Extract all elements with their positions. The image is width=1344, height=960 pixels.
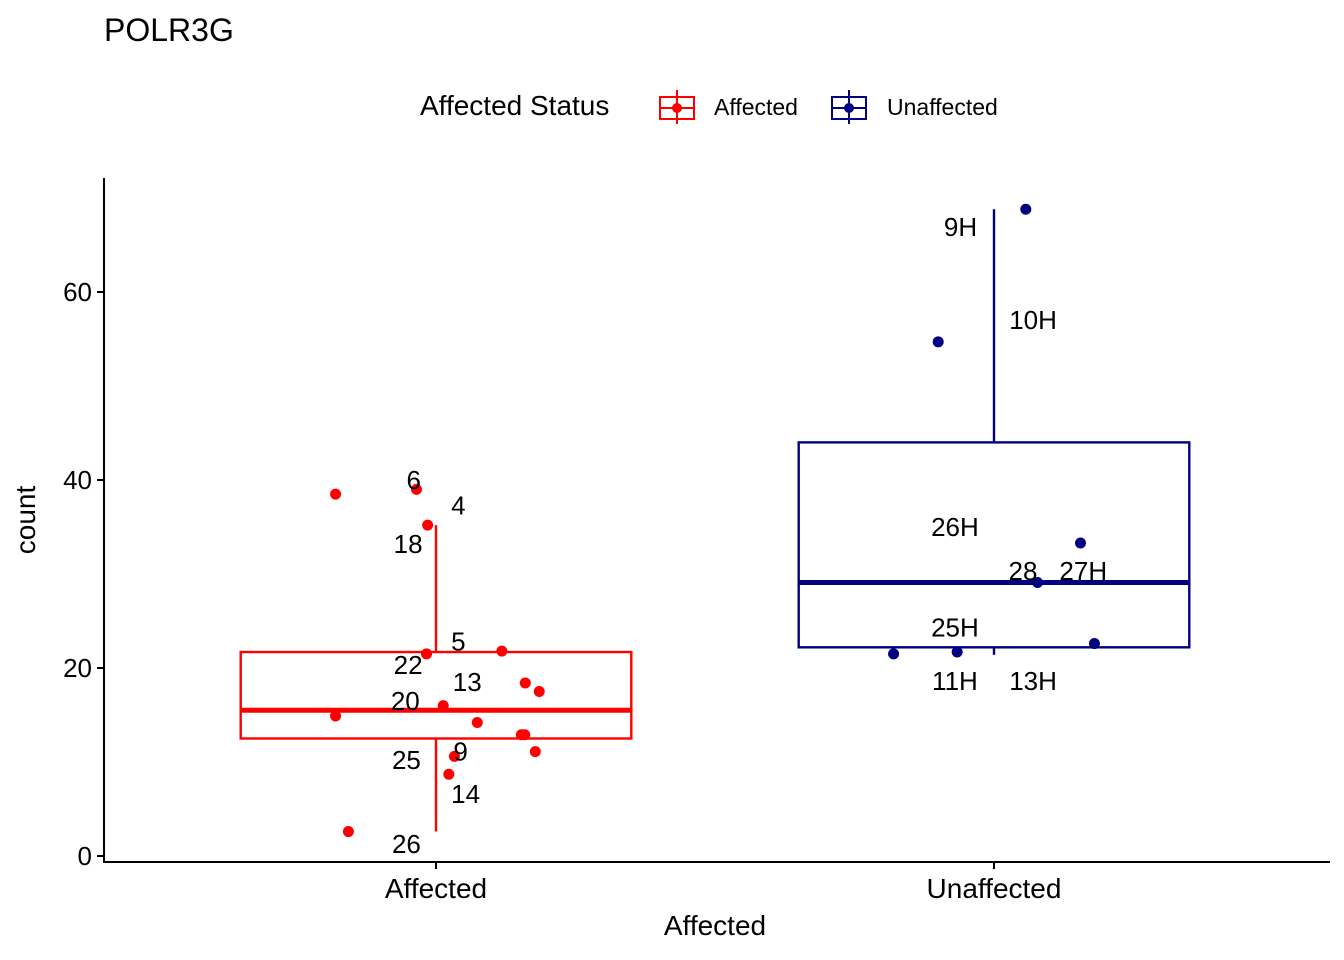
- x-axis-title: Affected: [663, 910, 767, 941]
- legend-key-unaffected: [831, 90, 867, 124]
- y-axis-title: count: [10, 485, 41, 555]
- point-label: 25H: [931, 613, 979, 643]
- point-label: 22: [394, 650, 423, 680]
- data-point: [519, 729, 531, 741]
- point-label: 28: [1009, 556, 1038, 586]
- point-label: 26H: [931, 512, 979, 542]
- data-point: [496, 645, 508, 657]
- point-label: 5: [451, 627, 465, 657]
- data-point: [330, 488, 342, 500]
- point-label: 13: [453, 667, 482, 697]
- y-tick-label: 40: [63, 465, 92, 495]
- data-point: [1088, 638, 1100, 650]
- y-tick-label: 60: [63, 277, 92, 307]
- point-label: 20: [391, 686, 420, 716]
- data-point: [932, 336, 944, 348]
- data-point: [1032, 576, 1044, 588]
- legend-label-unaffected: Unaffected: [887, 94, 998, 120]
- data-point: [519, 677, 531, 689]
- legend-title: Affected Status: [420, 90, 610, 121]
- legend-key-affected: [659, 90, 695, 124]
- chart-title: POLR3G: [104, 12, 234, 48]
- data-point: [410, 483, 422, 495]
- point-label: 25: [392, 745, 421, 775]
- legend: Affected Status Affected Unaffected: [0, 88, 1344, 128]
- point-label: 4: [451, 490, 465, 520]
- data-point: [471, 717, 483, 729]
- data-point: [437, 700, 449, 712]
- data-point: [1074, 537, 1086, 549]
- data-point: [1020, 203, 1032, 215]
- data-point: [529, 746, 541, 758]
- data-point: [422, 519, 434, 531]
- point-label: 26: [392, 829, 421, 859]
- y-tick-label: 0: [78, 841, 92, 871]
- point-label: 9H: [944, 212, 977, 242]
- data-point: [533, 686, 545, 697]
- point-label: 27H: [1059, 556, 1107, 586]
- point-label: 14: [451, 779, 480, 809]
- box: [239, 650, 633, 740]
- data-point: [421, 648, 433, 660]
- point-label: 9: [453, 737, 467, 767]
- point-label: 10H: [1009, 305, 1057, 335]
- data-point: [330, 710, 342, 722]
- box: [797, 441, 1191, 649]
- point-label: 11H: [932, 666, 978, 696]
- point-label: 18: [394, 529, 423, 559]
- data-point: [448, 750, 460, 762]
- x-tick-label: Affected: [385, 873, 487, 904]
- data-point: [951, 646, 963, 658]
- point-label: 13H: [1009, 666, 1057, 696]
- y-tick-label: 20: [63, 653, 92, 683]
- data-point: [342, 826, 354, 838]
- data-point: [888, 648, 900, 660]
- x-tick-label: Unaffected: [927, 873, 1062, 904]
- legend-label-affected: Affected: [714, 94, 798, 120]
- data-point: [443, 768, 455, 780]
- point-label: 6: [406, 465, 420, 495]
